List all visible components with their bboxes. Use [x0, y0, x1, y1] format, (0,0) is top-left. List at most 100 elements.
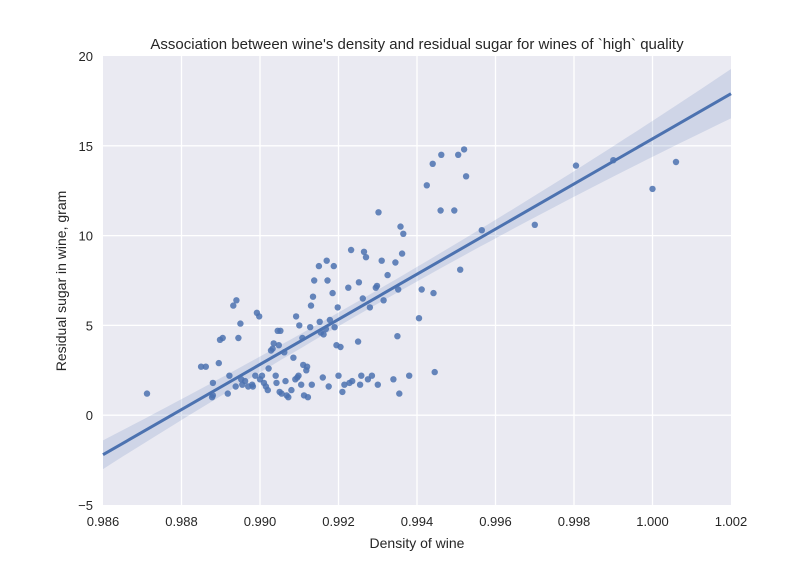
data-point: [197, 363, 205, 370]
data-point: [215, 359, 222, 367]
data-point: [295, 372, 302, 379]
y-tick-label: 10: [79, 229, 93, 244]
data-point: [325, 383, 332, 390]
data-point: [451, 207, 458, 214]
data-point: [307, 302, 315, 309]
data-point: [359, 295, 366, 302]
grid-lines: [103, 56, 731, 505]
y-tick-label: −5: [78, 498, 93, 513]
data-point: [418, 286, 425, 293]
data-point: [202, 363, 209, 370]
data-point: [423, 182, 430, 189]
data-point: [278, 390, 285, 397]
data-point: [296, 322, 303, 329]
data-point: [415, 315, 423, 322]
data-point: [457, 266, 464, 273]
data-point: [384, 271, 391, 279]
data-point: [531, 221, 538, 228]
data-point: [315, 262, 323, 270]
data-point: [309, 293, 317, 300]
data-point: [397, 223, 404, 230]
data-point: [288, 386, 295, 394]
data-point: [316, 318, 323, 325]
data-point: [298, 381, 305, 388]
data-point: [368, 372, 376, 379]
data-point: [460, 146, 468, 153]
data-point: [307, 324, 314, 331]
data-point: [345, 284, 352, 291]
x-tick-label: 0.998: [558, 514, 591, 529]
data-point: [308, 381, 315, 388]
data-point: [431, 368, 438, 376]
data-point: [438, 151, 445, 158]
data-point: [304, 394, 312, 401]
data-point: [400, 230, 407, 237]
data-point: [224, 390, 231, 397]
data-point: [265, 365, 272, 372]
data-point: [378, 257, 385, 264]
regression-line: [102, 92, 732, 457]
x-tick-label: 0.988: [165, 514, 198, 529]
data-point: [323, 257, 330, 264]
data-point: [478, 227, 485, 234]
data-point: [429, 160, 436, 167]
data-point: [270, 340, 277, 347]
y-axis-label: Residual sugar in wine, gram: [53, 191, 69, 372]
data-point: [249, 383, 257, 390]
data-point: [339, 388, 346, 396]
x-tick-labels: 0.986 0.988 0.990 0.992 0.994 0.996 0.998 1.000…: [87, 514, 748, 529]
data-point: [209, 379, 217, 387]
data-point: [360, 248, 368, 255]
data-point: [320, 331, 327, 338]
data-point: [334, 304, 341, 311]
data-points: [143, 146, 680, 401]
data-point: [396, 390, 403, 397]
data-point: [455, 151, 462, 158]
data-point: [311, 277, 318, 284]
y-tick-label: 0: [86, 408, 93, 423]
data-point: [672, 158, 680, 166]
x-axis-label: Density of wine: [370, 535, 465, 551]
y-tick-labels: −5 0 5 10 15 20: [78, 49, 93, 513]
data-point: [319, 374, 326, 381]
data-point: [219, 334, 226, 342]
regression-fit-line: [102, 92, 732, 457]
data-point: [335, 372, 342, 379]
data-point: [341, 381, 348, 388]
chart-title: Association between wine's density and r…: [150, 36, 684, 53]
data-point: [230, 302, 237, 309]
data-point: [233, 297, 240, 304]
x-tick-label: 1.000: [636, 514, 669, 529]
x-tick-label: 0.996: [479, 514, 512, 529]
data-point: [256, 313, 263, 320]
data-point: [324, 277, 331, 284]
data-point: [347, 246, 355, 254]
y-tick-label: 5: [86, 318, 93, 333]
data-point: [235, 334, 242, 342]
data-point: [331, 324, 338, 331]
data-point: [362, 254, 370, 261]
data-point: [208, 394, 216, 401]
data-point: [143, 390, 151, 397]
data-point: [273, 379, 280, 387]
x-tick-label: 1.002: [715, 514, 748, 529]
data-point: [649, 185, 656, 193]
data-point: [303, 363, 311, 370]
data-point: [232, 383, 239, 390]
data-point: [330, 262, 337, 270]
data-point: [226, 372, 233, 379]
x-tick-label: 0.990: [244, 514, 277, 529]
x-tick-label: 0.986: [87, 514, 120, 529]
data-point: [374, 381, 381, 388]
data-point: [258, 372, 266, 379]
data-point: [356, 381, 364, 388]
data-point: [277, 327, 284, 334]
data-point: [355, 279, 363, 286]
data-point: [237, 320, 244, 327]
confidence-band: [103, 69, 731, 470]
data-point: [398, 250, 406, 257]
data-point: [282, 377, 289, 385]
data-point: [252, 372, 259, 379]
